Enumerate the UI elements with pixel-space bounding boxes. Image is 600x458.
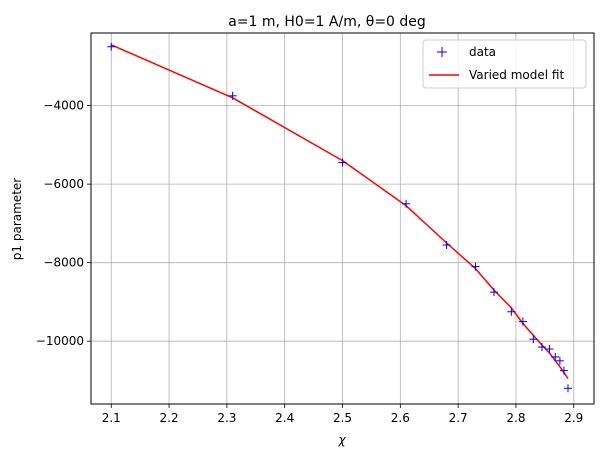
y-tick-label: −6000: [43, 177, 84, 191]
y-tick-label: −8000: [43, 256, 84, 270]
x-tick-label: 2.5: [333, 411, 352, 425]
y-tick-label: −4000: [43, 99, 84, 113]
legend-marker-data: [437, 47, 447, 57]
y-tick-label: −10000: [36, 334, 84, 348]
x-tick-label: 2.8: [506, 411, 525, 425]
y-axis-ticks: −10000 −8000 −6000 −4000: [36, 99, 91, 348]
data-point: [471, 262, 480, 271]
data-point: [507, 307, 516, 316]
legend-label-data: data: [469, 45, 496, 59]
data-point: [402, 199, 411, 208]
y-axis-label: p1 parameter: [10, 178, 24, 260]
data-point: [442, 241, 451, 249]
data-point: [545, 345, 554, 354]
x-tick-label: 2.7: [449, 411, 468, 425]
fit-line: [110, 44, 569, 379]
data-point: [537, 343, 546, 352]
x-tick-label: 2.1: [102, 411, 121, 425]
legend: data Varied model fit: [422, 39, 587, 89]
chart-title: a=1 m, H0=1 A/m, θ=0 deg: [228, 14, 426, 30]
plot-frame: [90, 32, 595, 405]
data-point: [107, 42, 116, 51]
data-point: [551, 352, 560, 361]
series-layer: [107, 42, 572, 393]
x-tick-label: 2.2: [160, 411, 179, 425]
data-point: [555, 356, 564, 365]
x-axis-ticks: 2.1 2.2 2.3 2.4 2.5 2.6 2.7 2.8 2.9: [102, 404, 583, 425]
data-point: [563, 384, 572, 393]
data-point: [489, 288, 498, 297]
data-point: [338, 158, 347, 167]
data-point: [529, 335, 538, 344]
x-tick-label: 2.6: [391, 411, 410, 425]
legend-label-fit: Varied model fit: [469, 68, 564, 82]
data-point: [559, 366, 568, 375]
x-tick-label: 2.4: [275, 411, 294, 425]
legend-box: [422, 39, 587, 89]
data-point: [228, 91, 237, 100]
x-axis-label: χ: [337, 433, 346, 447]
x-tick-label: 2.3: [217, 411, 236, 425]
data-point: [518, 317, 527, 326]
x-tick-label: 2.9: [564, 411, 583, 425]
grid: [91, 33, 594, 404]
